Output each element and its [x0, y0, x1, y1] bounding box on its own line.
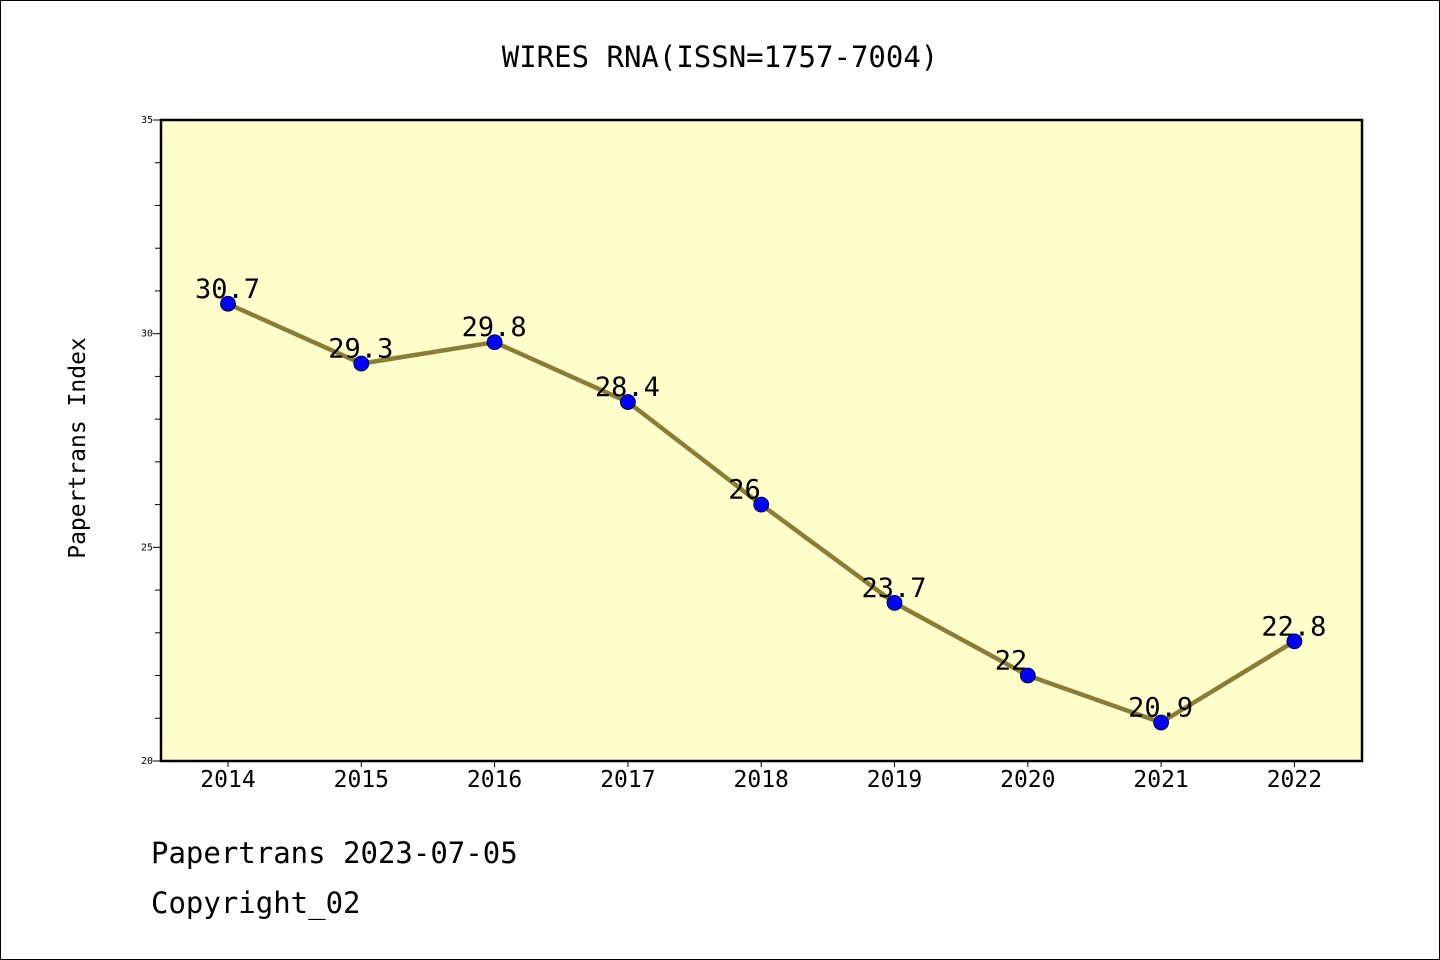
data-label: 30.7 [195, 274, 260, 305]
data-point [1286, 633, 1303, 650]
x-tick-label: 2019 [867, 767, 922, 793]
data-label: 29.3 [328, 334, 393, 365]
x-tick-label: 2020 [1000, 767, 1055, 793]
data-point [886, 594, 903, 611]
y-tick-label: 25 [141, 542, 153, 553]
data-point [220, 295, 236, 312]
x-tick-label: 2017 [600, 767, 655, 793]
data-point [753, 496, 770, 513]
data-label: 28.4 [595, 372, 660, 403]
y-tick-label: 35 [141, 115, 153, 126]
footer-date-line: Papertrans 2023-07-05 [151, 836, 518, 870]
x-tick-label: 2022 [1267, 767, 1322, 793]
data-label: 29.8 [462, 312, 527, 343]
data-label: 23.7 [862, 573, 927, 604]
data-point [1153, 714, 1169, 731]
data-label: 22.8 [1261, 611, 1326, 642]
y-axis: 20 25 30 35 [141, 115, 161, 767]
y-axis-label: Papertrans Index [65, 337, 91, 559]
data-point [620, 394, 636, 410]
x-axis: 2014 2015 2016 2017 2018 2019 2020 2021 2022 [200, 761, 1322, 793]
data-label: 22 [995, 646, 1028, 677]
x-tick-label: 2018 [734, 767, 789, 793]
data-label: 20.9 [1128, 693, 1193, 724]
data-point [486, 334, 503, 351]
y-tick-label: 30 [141, 329, 153, 340]
data-labels-group: 30.7 29.3 29.8 28.4 26 23.7 22 20.9 22.8 [195, 274, 1326, 724]
x-tick-label: 2021 [1133, 767, 1188, 793]
chart-title: WIRES RNA(ISSN=1757-7004) [502, 40, 939, 74]
x-tick-label: 2014 [200, 767, 255, 793]
data-label: 26 [728, 475, 761, 506]
y-tick-label: 20 [141, 756, 153, 767]
data-point [353, 355, 370, 372]
footer-copyright: Copyright_02 [151, 886, 361, 920]
x-tick-label: 2015 [334, 767, 389, 793]
x-tick-label: 2016 [467, 767, 522, 793]
plot-area [159, 118, 1364, 763]
markers-group [220, 295, 1303, 731]
data-point [1019, 667, 1036, 684]
